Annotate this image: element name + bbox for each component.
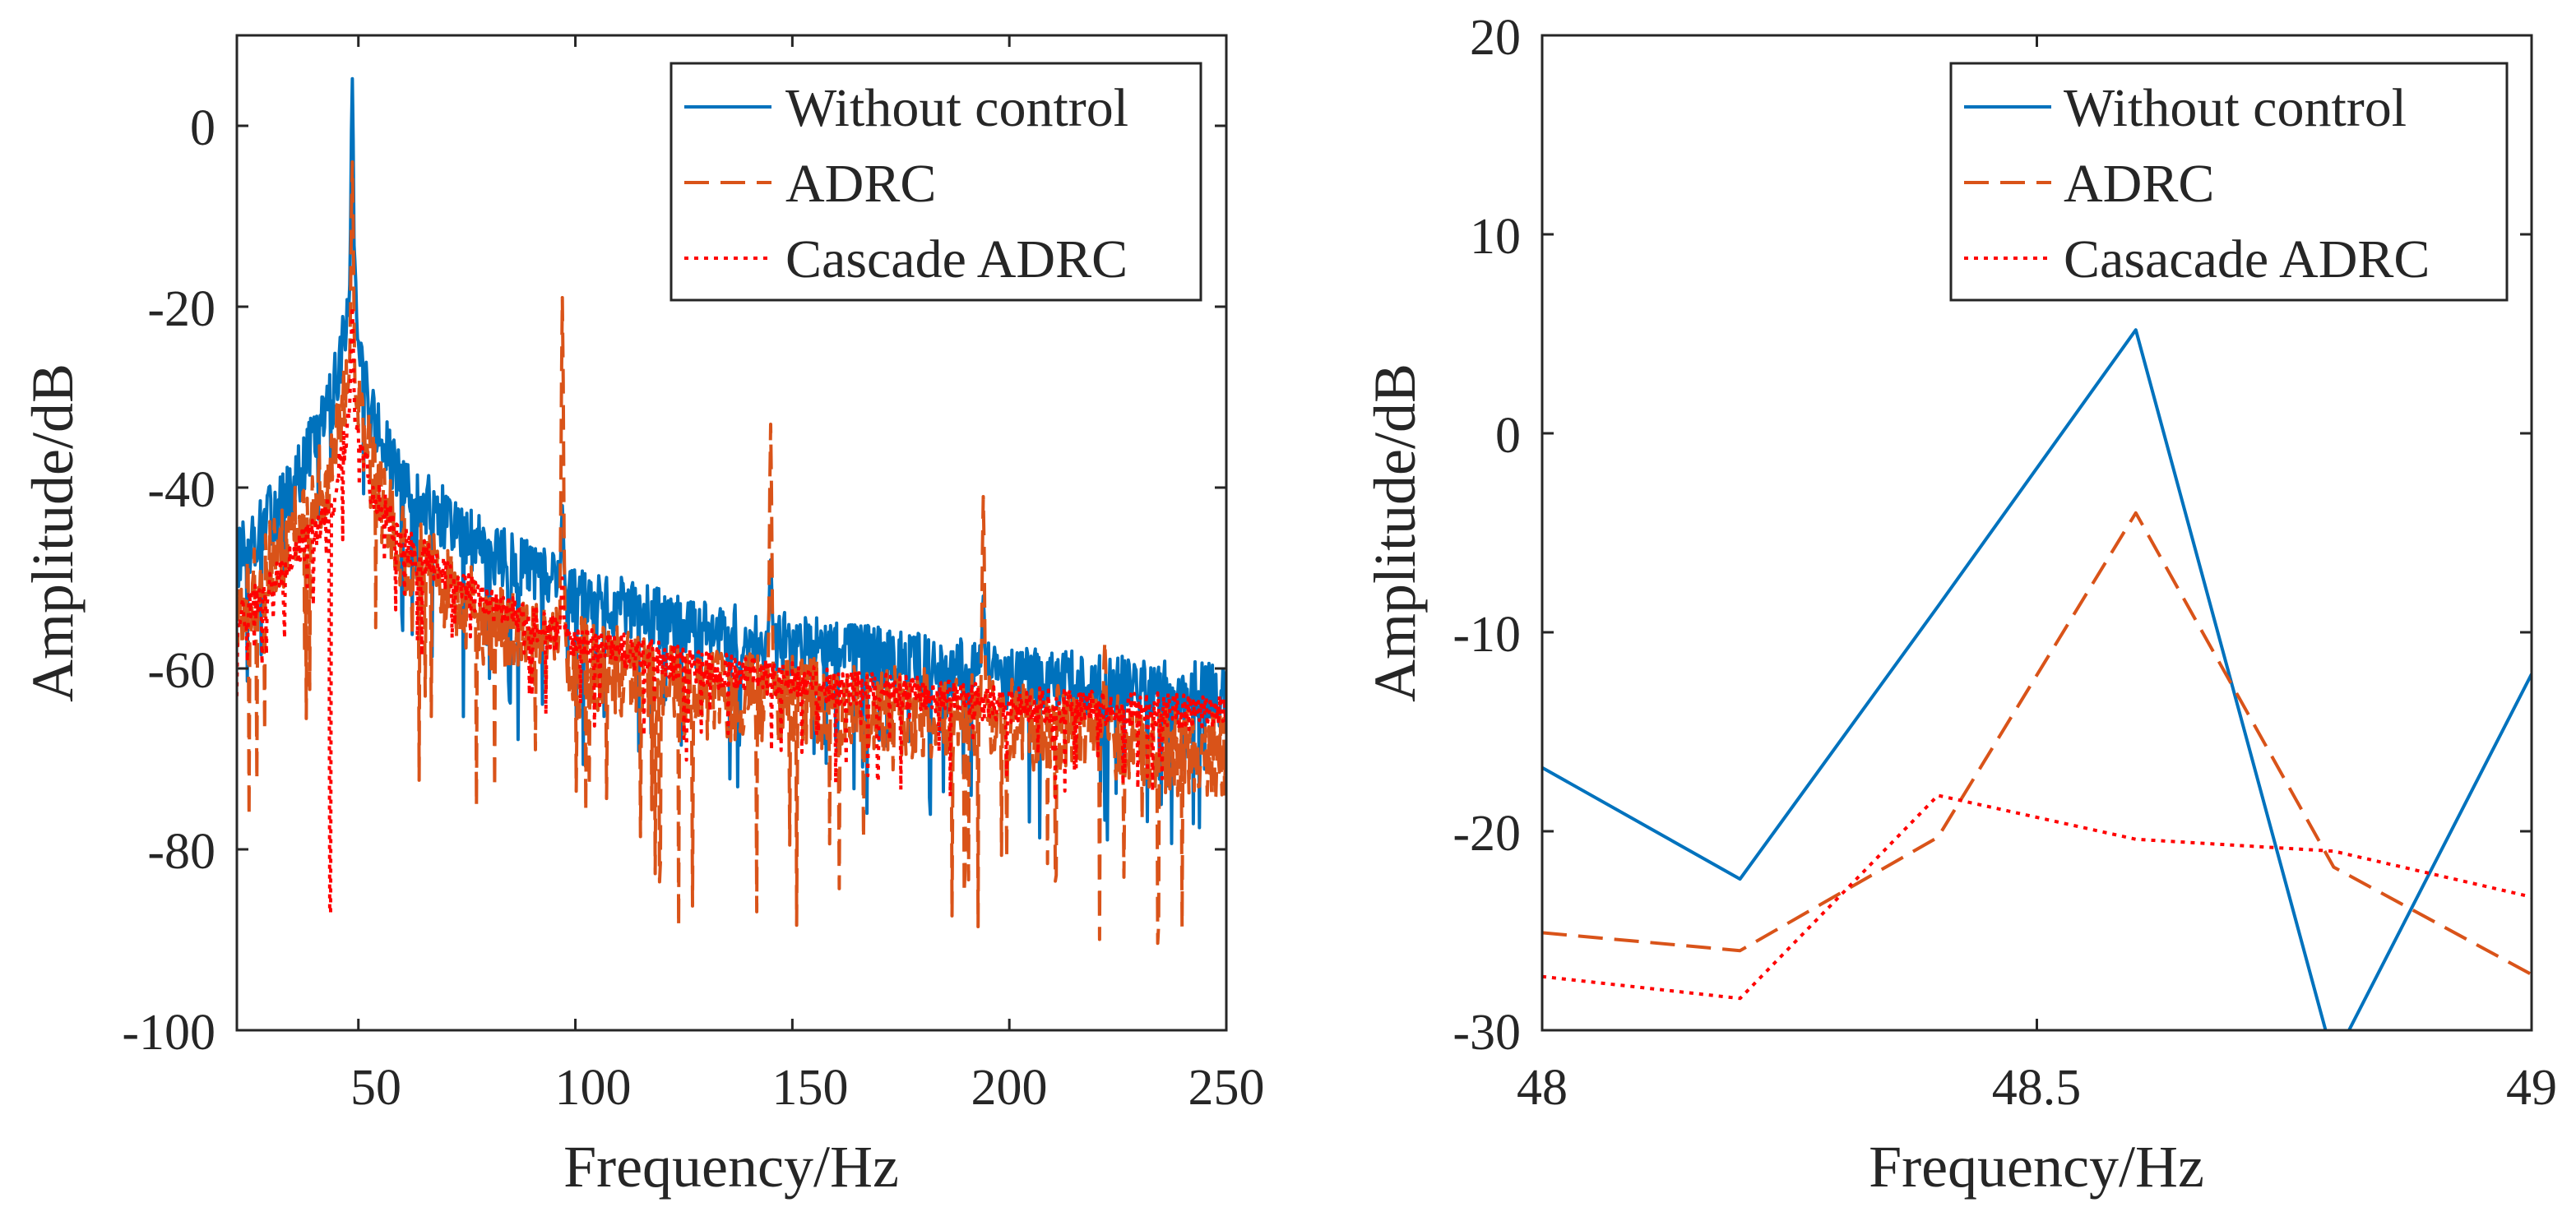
y-tick-label: -60 bbox=[147, 643, 215, 699]
y-tick-label: 0 bbox=[1495, 408, 1521, 464]
x-tick-labels: 50 100 150 200 250 bbox=[350, 1060, 1265, 1116]
series-line-adrc bbox=[1542, 511, 2532, 976]
y-tick-labels: -30 -20 -10 0 10 20 bbox=[1452, 10, 1521, 1061]
y-tick-label: -10 bbox=[1452, 607, 1521, 663]
x-tick-label: 200 bbox=[971, 1060, 1048, 1116]
axes-box bbox=[235, 34, 1228, 1032]
legend-label: Casacade ADRC bbox=[2064, 229, 2430, 289]
y-tick-labels: -100 -80 -60 -40 -20 0 bbox=[122, 100, 215, 1061]
x-tick-labels: 48 48.5 49 bbox=[1517, 1060, 2557, 1116]
y-axis-label: Amplitude/dB bbox=[1362, 363, 1428, 702]
y-tick-label: -80 bbox=[147, 824, 215, 880]
legend-label: Without control bbox=[785, 78, 1128, 138]
x-axis-label: Frequency/Hz bbox=[563, 1134, 899, 1200]
series-line-casacade-adrc bbox=[1542, 793, 2532, 1001]
legend-label: ADRC bbox=[2064, 154, 2214, 214]
x-tick-label: 50 bbox=[350, 1060, 401, 1116]
y-tick-label: 10 bbox=[1470, 209, 1521, 265]
series-line-without-control bbox=[1542, 328, 2532, 1030]
legend-label: Cascade ADRC bbox=[785, 229, 1128, 289]
tick-marks bbox=[1541, 34, 2533, 1032]
x-axis-label: Frequency/Hz bbox=[1869, 1134, 2204, 1200]
legend: Without control ADRC Cascade ADRC bbox=[669, 62, 1202, 302]
series-line-cascade-adrc bbox=[237, 305, 1226, 914]
legend: Without control ADRC Casacade ADRC bbox=[1949, 62, 2509, 302]
x-tick-label: 250 bbox=[1188, 1060, 1265, 1116]
x-tick-label: 150 bbox=[772, 1060, 849, 1116]
tick-marks bbox=[237, 35, 1228, 1032]
x-tick-label: 100 bbox=[555, 1060, 632, 1116]
series-group bbox=[1542, 328, 2532, 1030]
x-tick-label: 48 bbox=[1517, 1060, 1568, 1116]
series-line-without-control bbox=[237, 76, 1226, 845]
legend-label: Without control bbox=[2064, 78, 2407, 138]
y-tick-label: 20 bbox=[1470, 10, 1521, 66]
y-tick-label: -20 bbox=[1452, 806, 1521, 862]
spectrum-chart-full: -100 -80 -60 -40 -20 0 50 100 150 200 25… bbox=[20, 34, 1265, 1200]
x-tick-label: 48.5 bbox=[1992, 1060, 2082, 1116]
x-tick-label: 49 bbox=[2506, 1060, 2557, 1116]
y-tick-label: -30 bbox=[1452, 1005, 1521, 1061]
y-tick-label: -20 bbox=[147, 281, 215, 337]
series-group bbox=[237, 76, 1226, 946]
legend-label: ADRC bbox=[785, 154, 936, 214]
y-tick-label: -40 bbox=[147, 462, 215, 518]
y-tick-label: -100 bbox=[122, 1005, 215, 1061]
y-tick-label: 0 bbox=[190, 100, 215, 156]
series-line-adrc bbox=[237, 160, 1226, 946]
y-axis-label: Amplitude/dB bbox=[20, 363, 86, 702]
spectrum-chart-zoom: -30 -20 -10 0 10 20 48 48.5 49 Frequency… bbox=[1362, 10, 2557, 1200]
